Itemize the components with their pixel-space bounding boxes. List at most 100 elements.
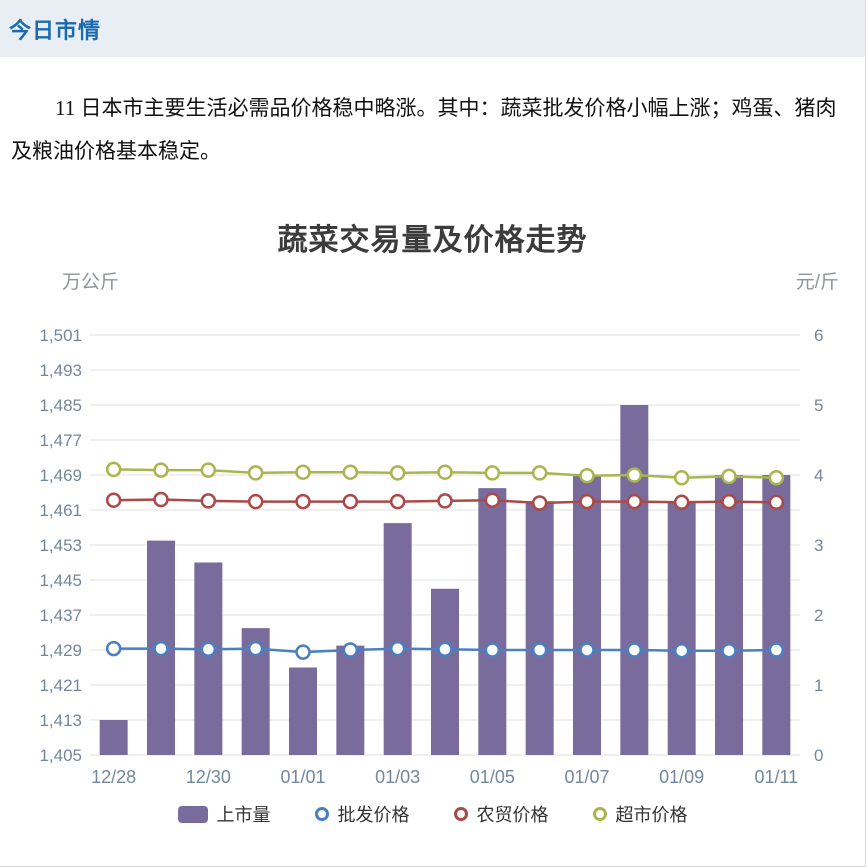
left-axis-tick-label: 1,485 [39,396,82,415]
chart-title: 蔬菜交易量及价格走势 [277,224,588,257]
intro-paragraph: 11 日本市主要生活必需品价格稳中略涨。其中：蔬菜批发价格小幅上涨；鸡蛋、猪肉及… [11,96,837,163]
price-line-marker [579,493,595,510]
right-axis-unit: 元/斤 [795,272,839,293]
left-axis-tick-label: 1,453 [39,536,82,555]
legend-item-farmers-market-price[interactable]: 农贸价格 [453,801,549,827]
legend-label-supermarket: 超市价格 [615,805,688,825]
right-axis-tick-label: 2 [814,606,823,625]
x-axis-label: 12/28 [91,767,136,787]
x-axis-label: 01/05 [470,767,515,787]
price-line-marker [437,493,453,509]
vegetable-chart-section: 蔬菜交易量及价格走势 万公斤 元/斤 1,501 1,493 1,485 1,477 1… [0,215,865,827]
chart-legend: 上市量 批发价格 农贸价格 超市价格 [0,801,865,827]
price-line-marker [673,642,690,659]
left-axis-tick-label: 1,477 [39,431,82,450]
legend-item-volume[interactable]: 上市量 [177,801,271,827]
price-line-marker [247,465,264,481]
price-line-marker [626,642,643,658]
price-line-marker [721,468,737,485]
volume-bar [667,501,696,755]
price-line-marker [295,464,311,480]
volume-bar [99,720,128,755]
right-axis-tick-label: 4 [814,466,823,485]
combo-chart: 1,501 1,493 1,485 1,477 1,469 1,461 1,453 1,445… [39,326,823,787]
volume-bar [336,645,365,755]
price-line-marker [721,642,737,659]
right-axis-tick-label: 1 [814,676,823,695]
volume-bar [383,523,412,755]
price-line-marker [673,494,690,511]
price-line-marker [153,640,169,657]
price-line-marker [105,461,122,478]
price-line-marker [437,464,453,480]
legend-label-volume: 上市量 [216,805,271,825]
axis-units: 万公斤 元/斤 [0,259,865,295]
legend-swatch-volume [177,805,208,823]
price-line-marker [389,640,406,657]
price-line-marker [342,642,359,658]
legend-marker-wholesale [314,807,329,821]
legend-marker-farmers-market [453,807,468,821]
left-axis-tick-label: 1,445 [39,571,82,590]
left-axis-tick-label: 1,421 [39,676,82,695]
volume-bar [525,501,554,755]
price-line-marker [247,493,264,510]
volume-bar [478,488,507,755]
price-line-marker [342,464,359,480]
left-axis-tick-label: 1,437 [39,606,82,625]
price-line-marker [484,642,501,658]
volume-bar [573,475,601,755]
volume-bar [715,475,743,755]
x-axis-label: 01/11 [754,767,798,787]
left-axis-tick-label: 1,429 [39,641,82,660]
x-axis-label: 01/01 [280,767,325,787]
left-axis-tick-label: 1,405 [39,746,82,765]
price-line-marker [626,493,643,510]
price-line-marker [105,492,122,508]
volume-bar [620,405,649,755]
price-line-marker [484,492,501,508]
price-line-marker [389,465,406,481]
legend-item-wholesale-price[interactable]: 批发价格 [314,801,410,827]
volume-bar [431,588,459,755]
right-axis-tick-label: 6 [814,326,823,345]
left-axis-tick-label: 1,461 [39,501,82,520]
price-line-marker [153,462,169,478]
x-axis-label: 12/30 [186,767,231,787]
legend-item-supermarket-price[interactable]: 超市价格 [592,801,688,827]
price-line-marker [579,642,595,658]
price-line-marker [295,644,311,660]
price-line-marker [437,641,453,658]
right-axis-tick-label: 3 [814,536,823,555]
volume-bar [289,667,317,755]
right-axis-tick-label: 5 [814,396,823,415]
price-line-marker [200,641,217,658]
price-line-marker [200,462,217,478]
x-axis-label: 01/09 [659,767,704,787]
price-line-marker [531,642,548,658]
price-line-marker [247,640,264,657]
price-line-marker [105,640,122,657]
legend-label-farmers-market: 农贸价格 [476,805,549,825]
volume-bar [762,475,791,755]
left-axis-tick-label: 1,493 [39,361,82,380]
left-axis-tick-label: 1,501 [39,326,82,345]
price-line-marker [626,467,643,483]
price-line-marker [768,470,785,486]
price-line-marker [342,493,359,510]
price-line-marker [531,465,548,481]
right-axis-tick-label: 0 [814,746,823,765]
section-header: 今日市情 [0,0,865,57]
price-line-marker [389,493,406,510]
x-axis-label: 01/07 [564,767,609,787]
page-title: 今日市情 [9,17,102,43]
price-line-marker [768,642,785,658]
legend-label-wholesale: 批发价格 [337,805,410,825]
price-line-marker [721,493,737,510]
left-axis-tick-label: 1,413 [39,711,82,730]
price-line-marker [579,467,595,484]
volume-bar [194,562,223,755]
x-axis-label: 01/03 [375,767,420,787]
price-line-marker [484,465,501,481]
